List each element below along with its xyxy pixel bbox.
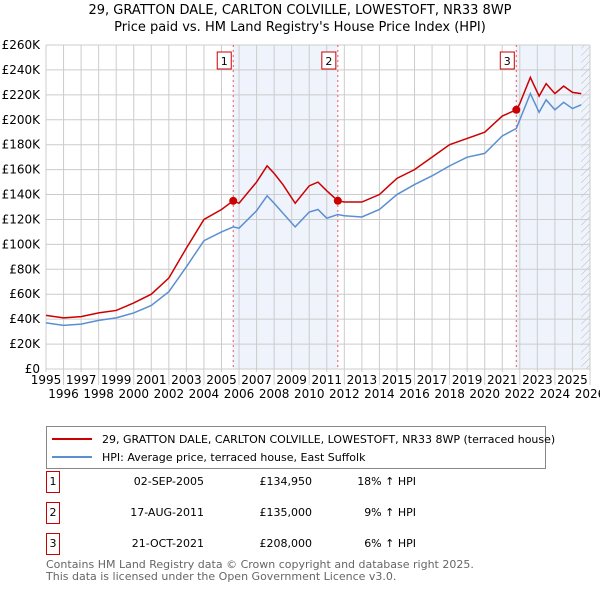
sale-hpi: 6% ↑ HPI bbox=[364, 537, 416, 550]
sale-row: 1 02-SEP-2005 £134,950 18% ↑ HPI bbox=[46, 471, 546, 493]
legend-red-line bbox=[52, 438, 92, 440]
x-tick-label: 2026 bbox=[575, 387, 600, 401]
x-tick-label: 2000 bbox=[118, 387, 149, 401]
x-tick-label: 2002 bbox=[154, 387, 185, 401]
sale-point bbox=[333, 196, 342, 205]
y-tick-label: £0 bbox=[25, 362, 40, 376]
sale-row: 3 21-OCT-2021 £208,000 6% ↑ HPI bbox=[46, 533, 546, 555]
y-tick-label: £80K bbox=[9, 262, 41, 276]
sale-marker: 1 bbox=[46, 471, 60, 493]
x-tick-label: 2017 bbox=[417, 373, 448, 387]
x-tick-label: 2010 bbox=[294, 387, 325, 401]
y-tick-label: £180K bbox=[2, 138, 42, 152]
sale-price: £208,000 bbox=[259, 537, 313, 550]
sale-point bbox=[512, 105, 521, 114]
y-tick-label: £260K bbox=[2, 38, 42, 52]
x-tick-label: 2019 bbox=[452, 373, 483, 387]
x-tick-label: 2004 bbox=[189, 387, 220, 401]
x-tick-label: 2012 bbox=[329, 387, 360, 401]
y-tick-label: £140K bbox=[2, 188, 42, 202]
x-tick-label: 1997 bbox=[66, 373, 97, 387]
x-tick-label: 2013 bbox=[347, 373, 378, 387]
sale-marker: 3 bbox=[46, 533, 60, 555]
x-tick-label: 1998 bbox=[83, 387, 114, 401]
sale-point bbox=[229, 196, 238, 205]
price-paid-line bbox=[45, 75, 582, 319]
x-tick-label: 2024 bbox=[540, 387, 571, 401]
sale-hpi: 18% ↑ HPI bbox=[357, 475, 416, 488]
sale-label-box bbox=[499, 51, 515, 70]
price-chart: 1995199619971998199920002001200220032004… bbox=[2, 38, 600, 401]
x-tick-label: 1995 bbox=[31, 373, 62, 387]
x-tick-label: 2018 bbox=[434, 387, 465, 401]
sale-marker: 2 bbox=[46, 502, 60, 524]
x-tick-label: 2023 bbox=[522, 373, 553, 387]
x-tick-label: 2015 bbox=[382, 373, 413, 387]
x-tick-label: 2011 bbox=[312, 373, 343, 387]
sale-date: 21-OCT-2021 bbox=[131, 537, 204, 550]
x-tick-label: 2003 bbox=[171, 373, 202, 387]
x-tick-label: 1999 bbox=[101, 373, 132, 387]
x-tick-label: 2016 bbox=[399, 387, 430, 401]
hpi-line bbox=[45, 91, 582, 327]
x-tick-label: 2025 bbox=[557, 373, 588, 387]
y-tick-label: £40K bbox=[9, 312, 41, 326]
y-tick-label: £240K bbox=[2, 63, 42, 77]
y-tick-label: £200K bbox=[2, 113, 42, 127]
x-tick-label: 2001 bbox=[136, 373, 167, 387]
footer: Contains HM Land Registry data © Crown c… bbox=[46, 559, 474, 583]
x-tick-label: 1996 bbox=[48, 387, 79, 401]
sale-price: £135,000 bbox=[259, 506, 313, 519]
y-tick-label: £100K bbox=[2, 237, 42, 251]
x-tick-label: 2014 bbox=[364, 387, 395, 401]
legend: 29, GRATTON DALE, CARLTON COLVILLE, LOWE… bbox=[46, 426, 555, 469]
sale-hpi: 9% ↑ HPI bbox=[364, 506, 416, 519]
footer-line-1: Contains HM Land Registry data © Crown c… bbox=[46, 558, 474, 571]
y-tick-label: £120K bbox=[2, 212, 42, 226]
forecast-hatch bbox=[581, 45, 590, 369]
x-tick-label: 2022 bbox=[505, 387, 536, 401]
shaded-period-1 bbox=[233, 45, 338, 369]
legend-blue-line bbox=[52, 456, 92, 458]
y-tick-label: £220K bbox=[2, 88, 42, 102]
sale-row: 2 17-AUG-2011 £135,000 9% ↑ HPI bbox=[46, 502, 546, 524]
sale-label: 3 bbox=[504, 55, 511, 68]
x-tick-label: 2007 bbox=[241, 373, 272, 387]
x-tick-label: 2006 bbox=[224, 387, 255, 401]
sale-date: 17-AUG-2011 bbox=[130, 506, 204, 519]
chart-subtitle: Price paid vs. HM Land Registry's House … bbox=[114, 20, 486, 35]
sale-label: 2 bbox=[325, 55, 332, 68]
x-tick-label: 2005 bbox=[206, 373, 237, 387]
x-tick-label: 2021 bbox=[487, 373, 518, 387]
sale-label-box bbox=[216, 51, 232, 70]
legend-blue-label: HPI: Average price, terraced house, East… bbox=[102, 450, 366, 464]
sale-price: £134,950 bbox=[259, 475, 313, 488]
legend-red-label: 29, GRATTON DALE, CARLTON COLVILLE, LOWE… bbox=[102, 432, 556, 446]
x-tick-label: 2008 bbox=[259, 387, 290, 401]
y-tick-label: £20K bbox=[9, 337, 41, 351]
x-tick-label: 2020 bbox=[469, 387, 500, 401]
sale-label: 1 bbox=[221, 55, 228, 68]
chart-title: 29, GRATTON DALE, CARLTON COLVILLE, LOWE… bbox=[88, 3, 512, 18]
sale-date: 02-SEP-2005 bbox=[133, 475, 204, 488]
y-tick-label: £160K bbox=[2, 163, 42, 177]
y-tick-label: £60K bbox=[9, 287, 41, 301]
x-tick-label: 2009 bbox=[276, 373, 307, 387]
footer-line-2: This data is licensed under the Open Gov… bbox=[46, 570, 397, 583]
sale-label-box bbox=[321, 51, 337, 70]
